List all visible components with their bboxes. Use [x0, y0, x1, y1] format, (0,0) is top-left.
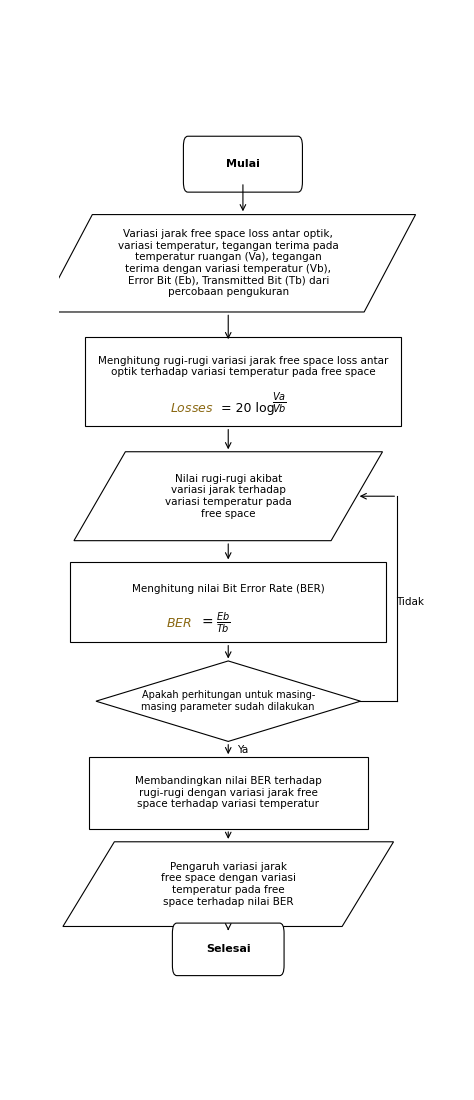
- Text: Nilai rugi-rugi akibat
variasi jarak terhadap
variasi temperatur pada
free space: Nilai rugi-rugi akibat variasi jarak ter…: [165, 474, 292, 518]
- Text: Variasi jarak free space loss antar optik,
variasi temperatur, tegangan terima p: Variasi jarak free space loss antar opti…: [118, 229, 338, 297]
- Text: Pengaruh variasi jarak
free space dengan variasi
temperatur pada free
space terh: Pengaruh variasi jarak free space dengan…: [161, 861, 296, 906]
- Text: Menghitung rugi-rugi variasi jarak free space loss antar
optik terhadap variasi : Menghitung rugi-rugi variasi jarak free …: [98, 355, 388, 377]
- Text: Membandingkan nilai BER terhadap
rugi-rugi dengan variasi jarak free
space terha: Membandingkan nilai BER terhadap rugi-ru…: [135, 777, 321, 810]
- Text: $\frac{Va}{Vb}$: $\frac{Va}{Vb}$: [272, 390, 287, 416]
- Text: = 20 log: = 20 log: [221, 403, 274, 416]
- Text: Selesai: Selesai: [206, 945, 251, 955]
- Bar: [89, 757, 368, 828]
- Text: Apakah perhitungan untuk masing-
masing parameter sudah dilakukan: Apakah perhitungan untuk masing- masing …: [141, 691, 315, 712]
- FancyBboxPatch shape: [183, 136, 302, 192]
- Text: Mulai: Mulai: [226, 160, 260, 169]
- FancyBboxPatch shape: [173, 923, 284, 976]
- Text: $\mathit{Losses}$: $\mathit{Losses}$: [170, 403, 213, 416]
- Text: $\mathit{BER}$: $\mathit{BER}$: [165, 617, 191, 630]
- Text: $= \frac{Eb}{Tb}$: $= \frac{Eb}{Tb}$: [199, 612, 230, 636]
- Bar: [85, 338, 401, 427]
- Polygon shape: [41, 214, 416, 312]
- Polygon shape: [96, 661, 360, 741]
- Polygon shape: [63, 842, 393, 926]
- Text: Ya: Ya: [237, 746, 248, 756]
- Text: Tidak: Tidak: [396, 597, 424, 607]
- Bar: [70, 562, 386, 642]
- Polygon shape: [74, 452, 383, 541]
- Text: Menghitung nilai Bit Error Rate (BER): Menghitung nilai Bit Error Rate (BER): [132, 584, 325, 594]
